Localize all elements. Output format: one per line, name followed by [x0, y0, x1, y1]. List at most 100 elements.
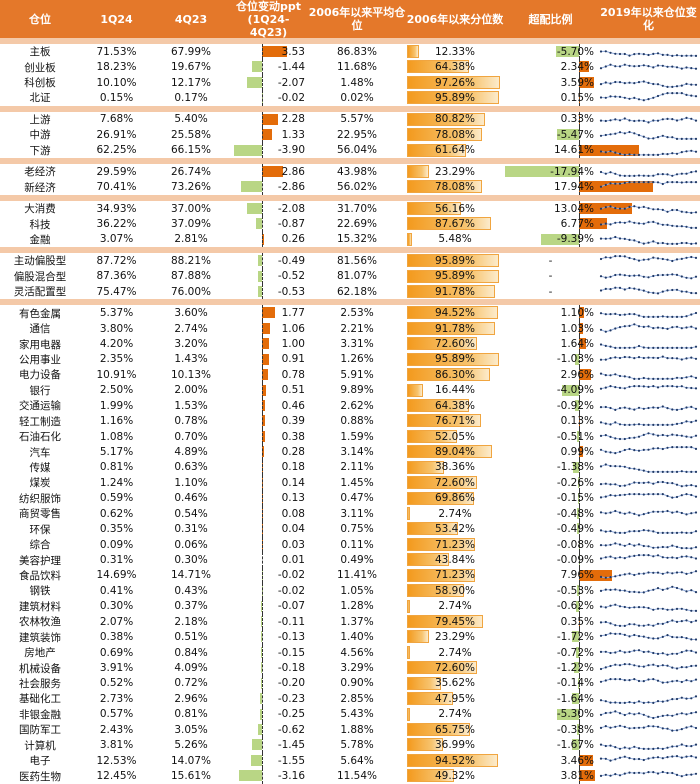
sparkline-point: [628, 239, 630, 241]
change-bar: [234, 145, 262, 156]
sparkline-point: [609, 150, 611, 152]
change-value: -0.23: [278, 691, 305, 706]
value-4q23: 2.00%: [153, 383, 229, 398]
sparkline-point: [690, 755, 692, 757]
sparkline-point: [619, 255, 621, 257]
sparkline-point: [662, 385, 664, 387]
change-cell: 1.00: [229, 336, 308, 351]
sparkline-point: [685, 619, 687, 621]
sparkline-point: [638, 591, 640, 593]
sparkline-point: [614, 53, 616, 55]
percentile-cell: 12.33%: [406, 44, 504, 59]
sparkline-point: [638, 572, 640, 574]
sparkline-point: [609, 711, 611, 713]
value-4q23: 14.71%: [153, 568, 229, 583]
sparkline-point: [690, 621, 692, 623]
sparkline-point: [614, 651, 616, 653]
percentile-cell: 16.44%: [406, 383, 504, 398]
sparkline-point: [671, 714, 673, 716]
row-name: 轻工制造: [0, 413, 80, 428]
overweight-value: -1.67%: [557, 737, 594, 752]
change-zero-line: [262, 552, 263, 567]
sparkline-point: [624, 274, 626, 276]
sparkline-point: [676, 774, 678, 776]
sparkline-point: [695, 620, 697, 622]
sparkline-point: [690, 67, 692, 69]
percentile-value: 94.52%: [406, 305, 504, 320]
change-cell: -0.11: [229, 614, 308, 629]
change-zero-line: [262, 352, 263, 367]
change-zero-line: [262, 768, 263, 783]
overweight-cell: -0.08%: [504, 537, 597, 552]
sparkline-point: [690, 745, 692, 747]
header-trend: 2019年以来仓位变化: [597, 0, 700, 38]
sparkline-point: [633, 378, 635, 380]
sparkline-point: [609, 183, 611, 185]
sparkline-point: [643, 529, 645, 531]
sparkline-point: [652, 664, 654, 666]
sparkline-point: [647, 347, 649, 349]
sparkline-point: [671, 680, 673, 682]
sparkline-point: [657, 208, 659, 210]
sparkline-point: [638, 315, 640, 317]
sparkline-point: [647, 725, 649, 727]
sparkline-point: [647, 530, 649, 532]
sparkline-point: [614, 66, 616, 68]
average-position: 2.11%: [308, 460, 406, 475]
sparkline-point: [671, 316, 673, 318]
sparkline-point: [647, 424, 649, 426]
sparkline-point: [676, 173, 678, 175]
overweight-cell: -: [504, 253, 597, 268]
sparkline-point: [671, 471, 673, 473]
sparkline-point: [614, 624, 616, 626]
change-cell: -0.20: [229, 676, 308, 691]
value-4q23: 0.72%: [153, 676, 229, 691]
change-value: 1.33: [282, 127, 305, 142]
sparkline-point: [619, 424, 621, 426]
sparkline-point: [643, 493, 645, 495]
trend-sparkline: [597, 491, 700, 506]
overweight-cell: 2.34%: [504, 59, 597, 74]
sparkline-point: [662, 607, 664, 609]
percentile-cell: 78.08%: [406, 179, 504, 194]
value-1q24: 71.53%: [80, 44, 153, 59]
average-position: 1.28%: [308, 599, 406, 614]
overweight-cell: -4.09%: [504, 383, 597, 398]
sparkline-point: [605, 256, 607, 258]
sparkline-point: [643, 408, 645, 410]
sparkline-point: [638, 260, 640, 262]
sparkline-point: [666, 608, 668, 610]
sparkline-point: [681, 589, 683, 591]
percentile-value: 89.04%: [406, 444, 504, 459]
sparkline-point: [638, 424, 640, 426]
sparkline-point: [643, 357, 645, 359]
change-value: 2.86: [282, 164, 305, 179]
sparkline-point: [652, 547, 654, 549]
sparkline-point: [690, 256, 692, 258]
sparkline-point: [662, 748, 664, 750]
overweight-cell: -0.51%: [504, 429, 597, 444]
sparkline-point: [647, 554, 649, 556]
value-1q24: 2.07%: [80, 614, 153, 629]
sparkline-point: [690, 665, 692, 667]
sparkline-point: [695, 651, 697, 653]
sparkline-point: [605, 173, 607, 175]
change-cell: 0.78: [229, 367, 308, 382]
sparkline-point: [681, 636, 683, 638]
overweight-value: -1.22%: [557, 660, 594, 675]
sparkline-point: [652, 571, 654, 573]
sparkline-point: [643, 80, 645, 82]
sparkline-point: [652, 448, 654, 450]
sparkline-point: [690, 212, 692, 214]
change-zero-line: [262, 491, 263, 506]
percentile-value: 49.32%: [406, 768, 504, 783]
sparkline-point: [657, 653, 659, 655]
trend-sparkline: [597, 336, 700, 351]
sparkline-point: [638, 378, 640, 380]
sparkline-point: [638, 274, 640, 276]
